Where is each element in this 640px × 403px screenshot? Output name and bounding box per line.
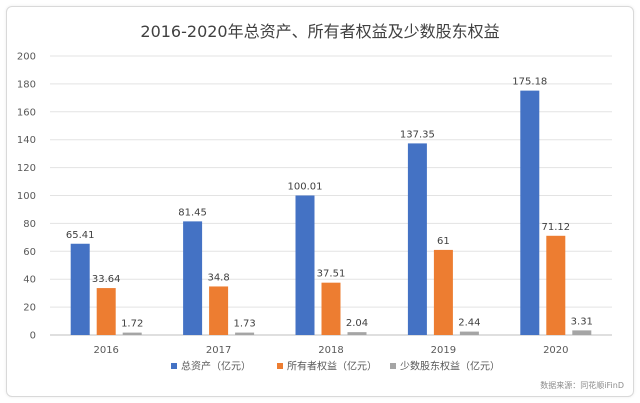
data-label: 81.45 xyxy=(178,207,207,218)
bar-3-2018 xyxy=(347,332,367,335)
data-label: 175.18 xyxy=(512,77,547,88)
legend-label: 少数股东权益（亿元） xyxy=(400,360,500,373)
x-tick-label: 2017 xyxy=(206,345,231,356)
bar-1-2016 xyxy=(70,243,90,335)
legend-swatch xyxy=(171,363,177,369)
legend-item: 总资产（亿元） xyxy=(171,360,251,373)
data-label: 3.31 xyxy=(571,316,593,327)
data-label: 71.12 xyxy=(541,222,570,233)
bar-3-2019 xyxy=(459,331,479,335)
data-label: 61 xyxy=(437,236,450,247)
y-tick-label: 40 xyxy=(23,275,36,286)
bar-1-2019 xyxy=(407,143,427,335)
y-tick-label: 200 xyxy=(17,52,36,63)
bar-3-2016 xyxy=(122,332,142,335)
x-axis-ticks: 2016 2017 2018 2019 2020 xyxy=(93,345,568,356)
data-label: 33.64 xyxy=(92,274,121,285)
data-label: 100.01 xyxy=(288,181,323,192)
data-label: 2.04 xyxy=(346,318,368,329)
data-label: 1.72 xyxy=(121,319,143,330)
bar-1-2018 xyxy=(295,195,315,335)
bar-2-2016 xyxy=(96,288,116,335)
y-axis-ticks: 0 20 40 60 80 100 120 140 160 180 200 xyxy=(17,52,36,342)
y-tick-label: 20 xyxy=(23,303,36,314)
legend: 总资产（亿元） 所有者权益（亿元） 少数股东权益（亿元） xyxy=(171,360,500,373)
y-tick-label: 160 xyxy=(17,107,36,118)
data-label: 65.41 xyxy=(66,230,95,241)
y-tick-label: 0 xyxy=(30,331,36,342)
legend-swatch xyxy=(277,363,283,369)
source-note: 数据来源：同花顺iFinD xyxy=(540,381,624,390)
legend-swatch xyxy=(390,363,396,369)
x-tick-label: 2018 xyxy=(318,345,343,356)
data-label: 37.51 xyxy=(317,269,346,280)
y-tick-label: 120 xyxy=(17,163,36,174)
data-label: 2.44 xyxy=(458,318,480,329)
bar-2-2018 xyxy=(321,282,341,335)
x-tick-label: 2019 xyxy=(431,345,456,356)
y-tick-label: 60 xyxy=(23,247,36,258)
bar-2-2017 xyxy=(209,286,229,335)
x-tick-label: 2016 xyxy=(93,345,118,356)
bars xyxy=(70,90,592,335)
bar-2-2019 xyxy=(433,249,453,335)
bar-3-2020 xyxy=(572,330,592,335)
chart-title: 2016-2020年总资产、所有者权益及少数股东权益 xyxy=(140,22,500,41)
bar-1-2017 xyxy=(183,221,203,335)
y-tick-label: 140 xyxy=(17,135,36,146)
data-label: 137.35 xyxy=(400,129,435,140)
data-labels: 65.41 33.64 1.72 81.45 34.8 1.73 100.01 37.51 2.… xyxy=(66,77,593,330)
y-tick-label: 80 xyxy=(23,219,36,230)
legend-item: 少数股东权益（亿元） xyxy=(390,360,500,373)
bar-3-2017 xyxy=(235,332,255,335)
legend-item: 所有者权益（亿元） xyxy=(277,360,377,373)
legend-label: 总资产（亿元） xyxy=(181,360,251,373)
y-tick-label: 180 xyxy=(17,79,36,90)
bar-1-2020 xyxy=(520,90,540,335)
x-tick-label: 2020 xyxy=(543,345,568,356)
data-label: 1.73 xyxy=(233,319,255,330)
data-label: 34.8 xyxy=(207,272,229,283)
gridlines xyxy=(50,55,612,336)
y-tick-label: 100 xyxy=(17,191,36,202)
legend-label: 所有者权益（亿元） xyxy=(287,360,377,373)
bar-2-2020 xyxy=(546,235,566,335)
